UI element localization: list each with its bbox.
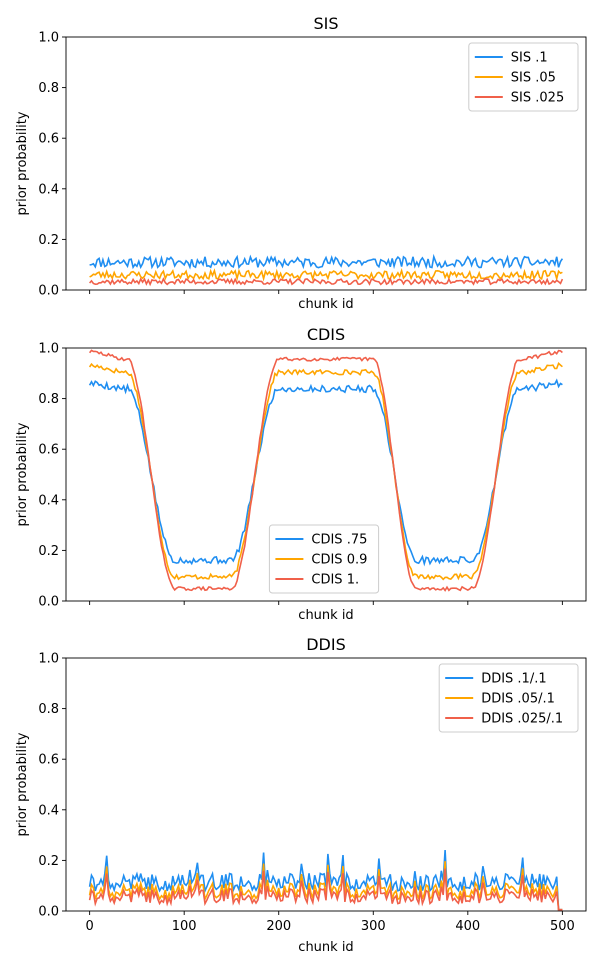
legend-box xyxy=(438,663,579,733)
y-tick-label: 0.6 xyxy=(38,443,59,458)
x-tick-label: 0 xyxy=(85,919,93,934)
y-tick-label: 0.0 xyxy=(38,284,59,299)
chart-title: SIS xyxy=(313,14,338,33)
legend-label: CDIS 0.9 xyxy=(311,553,367,568)
legend-label: CDIS .75 xyxy=(311,533,367,548)
x-axis-label: chunk id xyxy=(298,608,353,623)
y-tick-label: 0.8 xyxy=(38,392,59,407)
chart-panel-1: SIS 0.0 0.2 0.4 0.6 0.8 1.0 chunk id prior proba… xyxy=(15,14,587,312)
y-tick-label: 0.0 xyxy=(38,595,59,610)
legend-label: DDIS .1/.1 xyxy=(481,672,546,687)
y-tick-label: 0.2 xyxy=(38,233,59,248)
y-axis-label: prior probability xyxy=(15,111,30,215)
y-tick-label: 0.2 xyxy=(38,544,59,559)
series-line-3 xyxy=(88,349,563,592)
legend-label: CDIS 1. xyxy=(311,573,359,588)
chart-title: DDIS xyxy=(306,635,346,654)
x-tick-label: 500 xyxy=(550,919,575,934)
y-tick-label: 0.4 xyxy=(38,493,59,508)
y-axis-label: prior probability xyxy=(15,422,30,526)
chart-panel-3: DDIS 0.0 0.2 0.4 0.6 0.8 1.0 0 100 200 300 400 500 ch… xyxy=(15,635,587,955)
x-tick-label: 200 xyxy=(266,919,291,934)
series-line-3 xyxy=(89,276,564,287)
y-tick-label: 0.2 xyxy=(38,854,59,869)
plot-frame xyxy=(65,347,587,602)
series-line-2 xyxy=(89,268,563,282)
y-tick-label: 0.8 xyxy=(38,81,59,96)
legend: DDIS .1/.1 DDIS .05/.1 DDIS .025/.1 xyxy=(438,663,579,733)
y-tick-label: 1.0 xyxy=(38,31,59,46)
legend-box xyxy=(268,524,380,594)
legend-box xyxy=(468,42,579,112)
chart-title: CDIS xyxy=(307,325,345,344)
y-tick-label: 1.0 xyxy=(38,342,59,357)
y-tick-label: 0.6 xyxy=(38,132,59,147)
y-tick-label: 0.0 xyxy=(38,905,59,920)
chart-panel-2: CDIS 0.0 0.2 0.4 0.6 0.8 1.0 chunk id prior prob… xyxy=(15,325,587,623)
legend-label: DDIS .025/.1 xyxy=(481,712,563,727)
y-tick-label: 0.4 xyxy=(38,803,59,818)
x-tick-label: 100 xyxy=(172,919,197,934)
y-tick-label: 0.4 xyxy=(38,182,59,197)
plot-frame xyxy=(65,36,587,291)
y-tick-label: 1.0 xyxy=(38,652,59,667)
x-tick-label: 400 xyxy=(455,919,480,934)
plot-frame xyxy=(65,657,587,912)
y-tick-label: 0.8 xyxy=(38,702,59,717)
series-line-2 xyxy=(88,362,563,581)
x-tick-label: 300 xyxy=(361,919,386,934)
series-line-1 xyxy=(88,378,563,567)
legend: SIS .1 SIS .05 SIS .025 xyxy=(468,42,579,112)
legend: CDIS .75 CDIS 0.9 CDIS 1. xyxy=(268,524,380,594)
x-axis-label: chunk id xyxy=(298,940,353,955)
y-tick-label: 0.6 xyxy=(38,753,59,768)
legend-label: SIS .05 xyxy=(511,71,556,86)
y-axis-label: prior probability xyxy=(15,732,30,836)
legend-label: DDIS .05/.1 xyxy=(481,692,555,707)
series-line-1 xyxy=(89,253,564,270)
series-line-3 xyxy=(88,868,563,911)
legend-label: SIS .1 xyxy=(511,51,548,66)
legend-label: SIS .025 xyxy=(511,91,564,106)
x-axis-label: chunk id xyxy=(298,297,353,312)
